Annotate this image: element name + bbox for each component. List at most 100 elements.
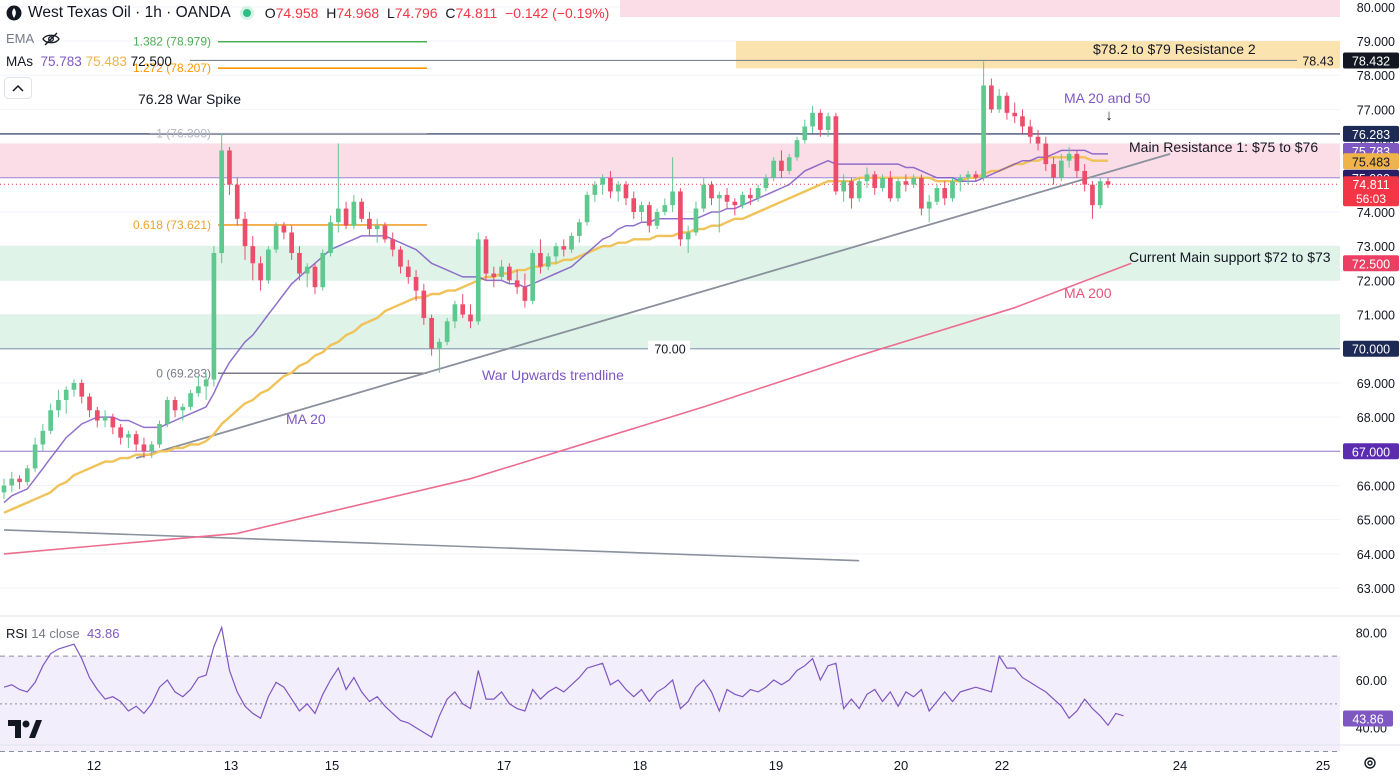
market-status-icon — [242, 9, 251, 17]
candle — [794, 136, 800, 161]
candle — [281, 222, 287, 240]
candle — [786, 153, 792, 175]
candle — [926, 194, 932, 223]
candle — [343, 201, 349, 230]
candle-body — [507, 266, 512, 281]
candle-body — [258, 263, 263, 281]
candle-body — [631, 198, 637, 212]
candle — [172, 396, 178, 418]
candle-body — [639, 205, 644, 212]
candle-body — [452, 304, 458, 322]
candle — [110, 413, 116, 435]
candle-body — [483, 239, 489, 274]
x-tick-label: 12 — [87, 758, 101, 773]
candle — [460, 294, 466, 318]
candle — [670, 157, 675, 212]
eye-hidden-icon[interactable] — [42, 32, 60, 46]
candle-body — [94, 410, 100, 421]
candle — [297, 246, 302, 281]
candle-body — [950, 181, 955, 199]
candle — [724, 188, 730, 209]
candle-body — [180, 406, 186, 411]
candle — [545, 253, 551, 271]
candle — [654, 208, 660, 230]
candle-body — [499, 266, 504, 277]
candle — [56, 389, 61, 418]
candle-body — [71, 382, 77, 390]
candle — [475, 232, 481, 325]
symbol-title[interactable]: West Texas Oil · 1h · OANDA — [28, 4, 231, 21]
candle — [678, 188, 683, 247]
price-tag-label: 72.500 — [1352, 257, 1390, 271]
candle — [569, 232, 574, 254]
candle — [320, 249, 326, 291]
candle-body — [1, 485, 7, 493]
fib-level-label: 1.272 (78.207) — [133, 61, 211, 75]
y-tick-label: 73.000 — [1357, 240, 1395, 254]
rsi-legend[interactable]: RSI 14 close 43.86 — [6, 626, 120, 641]
candle — [289, 225, 294, 260]
fib-level-label: 0.618 (73.621) — [133, 218, 211, 232]
rsi-tag — [1343, 710, 1393, 727]
candle — [522, 273, 528, 308]
y-tick-label: 65.000 — [1357, 514, 1395, 528]
candle-body — [623, 184, 629, 199]
candle-body — [63, 389, 69, 401]
candle — [196, 376, 201, 397]
candle-body — [1004, 95, 1010, 113]
ma50-value: 75.483 — [85, 54, 127, 69]
candle-body — [468, 314, 473, 322]
x-tick-label: 24 — [1173, 758, 1187, 773]
candle — [63, 386, 69, 414]
annotation-support: Current Main support $72 to $73 — [1129, 249, 1331, 265]
candle-body — [141, 444, 147, 452]
candle-body — [1090, 184, 1095, 206]
candle — [716, 191, 722, 233]
ma200-value: 72.500 — [130, 54, 172, 69]
candle-body — [219, 150, 225, 254]
candle — [1051, 157, 1056, 185]
candle — [258, 256, 263, 291]
rsi-params: 14 close — [31, 626, 80, 641]
candle — [211, 246, 217, 387]
candle-body — [654, 211, 660, 226]
x-tick-label: 15 — [325, 758, 339, 773]
candle-body — [561, 246, 567, 250]
candle-body — [335, 208, 341, 223]
candle — [312, 263, 318, 295]
candle-body — [1097, 181, 1103, 206]
candle — [1082, 164, 1088, 192]
settings-gear-icon[interactable] — [1363, 756, 1377, 774]
tradingview-logo-icon[interactable] — [8, 720, 42, 744]
mas-indicator[interactable]: MAs 75.783 75.483 72.500 — [6, 54, 172, 69]
candle — [849, 177, 854, 209]
price-tag-label: 78.432 — [1352, 54, 1390, 68]
collapse-legend-button[interactable] — [4, 77, 32, 99]
candle — [421, 283, 427, 325]
y-tick-label: 79.000 — [1357, 35, 1395, 49]
candle — [615, 181, 621, 202]
candle — [94, 406, 100, 428]
candle — [483, 235, 489, 281]
candle-body — [188, 393, 193, 407]
candle — [367, 211, 372, 236]
ema-indicator[interactable]: EMA — [6, 31, 60, 46]
candle — [553, 242, 559, 264]
candle-body — [849, 181, 854, 199]
candle — [219, 133, 225, 264]
candle — [989, 78, 994, 113]
candle — [335, 143, 341, 233]
fib-level-label: 1.382 (78.979) — [133, 35, 211, 49]
fib-level-label: 0 (69.283) — [156, 366, 211, 380]
annotation-ma200: MA 200 — [1064, 285, 1112, 301]
candle — [9, 471, 15, 493]
candle-body — [724, 194, 730, 202]
candle-body — [887, 177, 893, 199]
candle-body — [522, 287, 528, 301]
candle-body — [569, 235, 574, 250]
annotation-level-70: 70.00 — [654, 343, 685, 357]
candle-body — [716, 194, 722, 199]
candle-body — [678, 191, 683, 240]
ma200-line — [3, 262, 1132, 555]
